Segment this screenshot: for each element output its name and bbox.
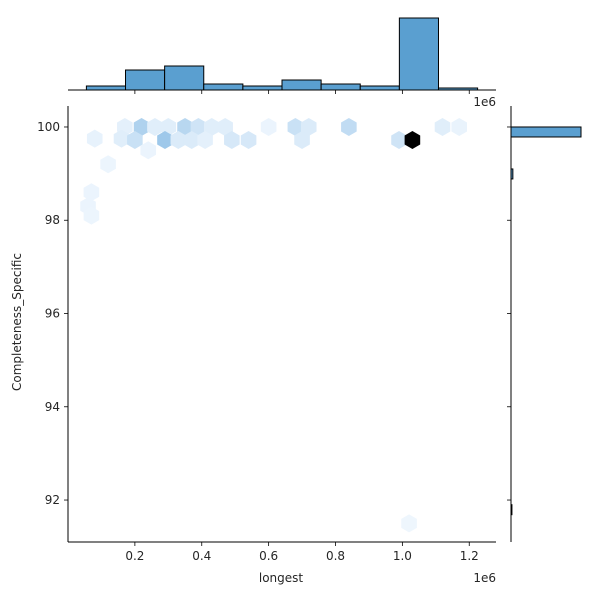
- tick-layer: 0.2 0.4 0.6 0.8 1.0 1.2 92 94 96 98 100: [37, 120, 479, 563]
- hexbin-26: [140, 141, 157, 160]
- x-hist-bar-2: [164, 65, 205, 91]
- x-tick-label-3: 0.8: [326, 549, 345, 563]
- y-axis-label: Completeness_Specific: [10, 253, 24, 391]
- hexbin-13: [260, 117, 277, 136]
- hexbin-3: [177, 117, 193, 136]
- hexbin-8: [287, 117, 304, 136]
- hexbin-0: [133, 117, 150, 136]
- hexbin-9: [300, 117, 317, 136]
- hexbin-1: [147, 117, 163, 136]
- hexbin-22: [240, 131, 257, 150]
- hexbin-20: [197, 131, 213, 150]
- x-hist-bar-7: [359, 85, 400, 91]
- x-axis-label: longest: [259, 571, 304, 585]
- x-tick-label-2: 0.6: [259, 549, 278, 563]
- hexbin-24: [391, 131, 407, 150]
- hexbin-25: [404, 131, 421, 150]
- x-hist-bar-8: [398, 17, 439, 91]
- hexbin-16: [127, 131, 143, 150]
- hexbin-11: [434, 117, 451, 136]
- main-axes: [67, 106, 496, 543]
- top-marginal-histogram: [68, 17, 496, 94]
- x-hist-bar-6: [320, 83, 361, 91]
- y-tick-label-0: 92: [45, 493, 60, 507]
- hexbin-layer: [80, 117, 468, 533]
- y-hist-bar-9: [510, 126, 582, 138]
- x-tick-label-4: 1.0: [393, 549, 412, 563]
- x-offset-label-main: 1e6: [473, 571, 496, 585]
- hexbin-31: [401, 514, 417, 533]
- x-hist-bar-0: [85, 85, 127, 91]
- y-tick-label-3: 98: [45, 213, 60, 227]
- x-hist-bar-3: [203, 83, 244, 91]
- x-offset-label-marginal: 1e6: [473, 95, 496, 109]
- right-marginal-histogram: [507, 106, 582, 542]
- hexbin-27: [83, 183, 100, 202]
- hexbin-12: [451, 117, 468, 136]
- hexbin-30: [100, 155, 116, 174]
- x-hist-bar-4: [242, 85, 283, 91]
- hexbin-18: [170, 131, 187, 150]
- hexbin-19: [183, 131, 200, 150]
- hexbin-4: [190, 117, 207, 136]
- hexbin-29: [83, 206, 100, 225]
- hexbin-21: [224, 131, 240, 150]
- hexbin-6: [217, 117, 233, 136]
- x-hist-bar-5: [281, 79, 322, 91]
- y-tick-label-2: 96: [45, 307, 60, 321]
- x-tick-label-5: 1.2: [460, 549, 479, 563]
- x-tick-label-1: 0.4: [192, 549, 211, 563]
- hexbin-14: [86, 129, 103, 148]
- y-tick-label-4: 100: [37, 120, 60, 134]
- hexbin-5: [203, 117, 220, 136]
- hexbin-23: [294, 131, 310, 150]
- y-tick-label-1: 94: [45, 400, 60, 414]
- hexbin-10: [341, 117, 357, 136]
- x-hist-bar-1: [125, 69, 166, 91]
- x-tick-label-0: 0.2: [125, 549, 144, 563]
- hexbin-17: [157, 131, 173, 150]
- hexbin-15: [113, 129, 130, 148]
